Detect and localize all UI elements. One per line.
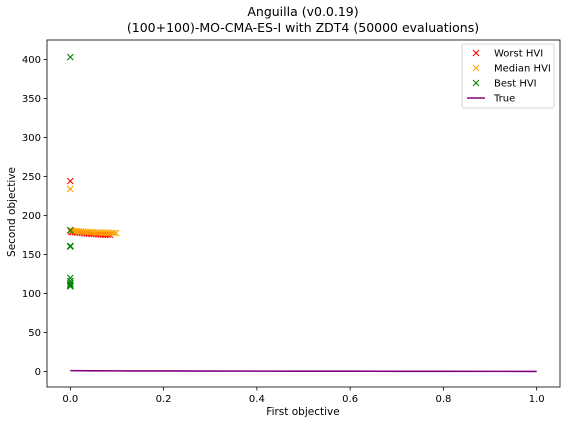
legend-label: Median HVI: [494, 64, 551, 75]
marker-stroke: [66, 282, 74, 290]
series-line-true: [70, 369, 537, 373]
data-point-median-hvi: [110, 229, 118, 237]
marker-stroke: [472, 64, 480, 72]
data-point-median-hvi: [66, 185, 74, 193]
axes-frame: [46, 39, 561, 388]
data-point-best-hvi: [66, 282, 74, 290]
legend-marker-swatch: [472, 79, 480, 87]
y-axis-label: Second objective: [6, 167, 18, 257]
legend-item-worst-hvi: Worst HVI: [472, 49, 543, 60]
x-tick-label: 0.8: [435, 394, 451, 405]
legend-label: Worst HVI: [494, 49, 543, 60]
marker-stroke: [66, 53, 74, 61]
y-tick-label: 0: [35, 367, 41, 378]
y-tick-label: 100: [22, 289, 41, 300]
legend-marker-swatch: [472, 49, 480, 57]
y-tick-label: 200: [22, 211, 41, 222]
legend-label: Best HVI: [494, 79, 537, 90]
chart-subtitle: (100+100)-MO-CMA-ES-I with ZDT4 (50000 e…: [127, 20, 479, 35]
legend-label: True: [493, 94, 515, 105]
marker-stroke: [66, 281, 74, 289]
data-point-best-hvi: [66, 283, 74, 290]
x-axis-label: First objective: [266, 406, 339, 418]
marker-stroke: [66, 242, 74, 250]
legend-item-true: True: [467, 94, 515, 105]
data-point-best-hvi: [66, 242, 74, 250]
data-point-best-hvi: [66, 226, 74, 234]
marker-stroke: [66, 279, 74, 287]
marker-stroke: [112, 229, 120, 237]
data-point-best-hvi: [66, 281, 74, 289]
data-point-best-hvi: [66, 279, 74, 287]
x-tick-label: 0.2: [156, 394, 172, 405]
series-best-hvi: [66, 53, 74, 290]
data-point-best-hvi: [66, 53, 74, 61]
series-true: [70, 369, 537, 373]
legend-item-median-hvi: Median HVI: [472, 64, 551, 75]
legend-item-best-hvi: Best HVI: [472, 79, 537, 90]
y-tick-label: 350: [22, 94, 41, 105]
legend-frame: [461, 43, 555, 109]
marker-stroke: [472, 49, 480, 57]
marker-stroke: [66, 226, 74, 234]
data-point-best-hvi: [66, 274, 74, 282]
marker-stroke: [472, 79, 480, 87]
marker-stroke: [110, 229, 118, 237]
x-tick-label: 0.4: [249, 394, 265, 405]
y-tick-label: 400: [22, 55, 41, 66]
y-tick-label: 50: [28, 328, 41, 339]
data-point-worst-hvi: [66, 177, 74, 185]
legend: Worst HVI Median HVI Best HVI True: [461, 43, 555, 109]
data-point-median-hvi: [112, 229, 120, 237]
marker-stroke: [66, 177, 74, 185]
y-tick-label: 150: [22, 250, 41, 261]
marker-stroke: [66, 283, 74, 290]
x-tick-label: 1.0: [529, 394, 545, 405]
x-tick-label: 0.6: [342, 394, 358, 405]
legend-marker-swatch: [472, 64, 480, 72]
chart-title: Anguilla (v0.0.19): [247, 4, 358, 19]
marker-stroke: [66, 274, 74, 282]
y-tick-label: 300: [22, 133, 41, 144]
marker-stroke: [66, 243, 74, 251]
data-point-best-hvi: [66, 243, 74, 251]
marker-stroke: [66, 185, 74, 193]
x-tick-label: 0.0: [62, 394, 78, 405]
y-tick-label: 250: [22, 172, 41, 183]
plot-area: 0.0 0.2 0.4 0.6 0.8 1.0 0 50 100 150 200 250 300 350 4…: [22, 39, 561, 405]
